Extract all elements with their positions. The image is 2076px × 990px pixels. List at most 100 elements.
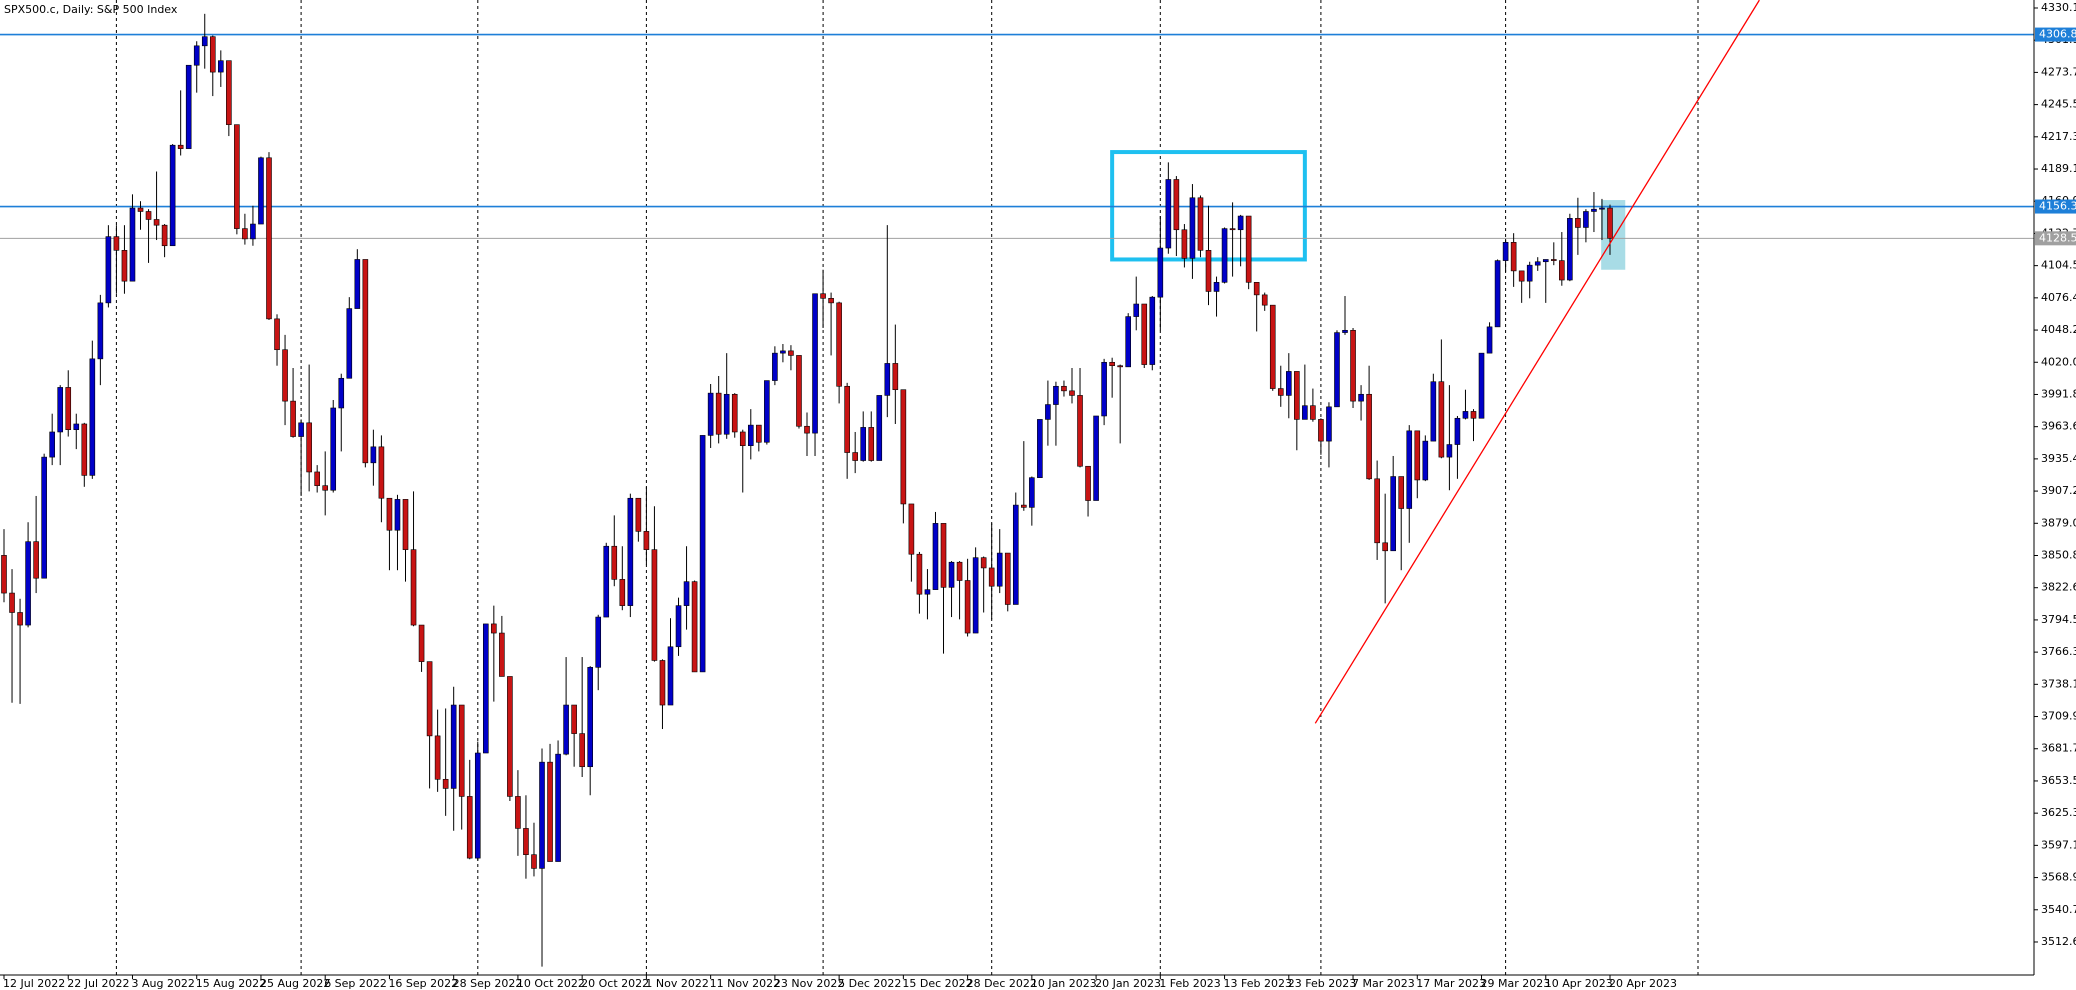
candle-body (627, 497, 634, 606)
y-tick-label: 4048.21 (2041, 323, 2076, 336)
candle-body (804, 425, 810, 434)
candle-body (1502, 242, 1509, 261)
candle-body (667, 646, 674, 706)
candle-body (306, 422, 312, 473)
candle-body (1037, 419, 1043, 478)
candle-body (1269, 304, 1276, 389)
candle-body (1077, 395, 1083, 467)
candle-body (1294, 371, 1300, 420)
level-label-box (2035, 199, 2076, 214)
candle-body (772, 352, 778, 381)
candle-body (1559, 260, 1565, 281)
y-tick-label: 3794.50 (2041, 613, 2076, 626)
candle-body (812, 293, 818, 434)
candle-body (161, 224, 168, 247)
candle-body (916, 553, 923, 595)
candle-body (394, 499, 401, 531)
candle-body (346, 308, 353, 379)
candle-body (523, 828, 529, 855)
y-tick-label: 3822.69 (2041, 581, 2076, 594)
candle-body (876, 395, 883, 461)
y-tick-label: 4104.59 (2041, 259, 2076, 272)
x-tick-label: 6 Sep 2022 (324, 977, 387, 990)
candle-body (410, 549, 417, 626)
candle-body (1591, 208, 1597, 212)
candle-body (1173, 179, 1180, 231)
x-tick-label: 7 Mar 2023 (1352, 977, 1415, 990)
candle-body (956, 561, 963, 581)
candle-body (747, 424, 754, 446)
candle-body (1342, 329, 1348, 333)
candle-body (603, 545, 610, 618)
candle-body (201, 36, 208, 47)
candle-body (1149, 296, 1156, 365)
candle-body (1398, 476, 1405, 509)
level-label: 4306.84 (2039, 28, 2076, 41)
candle-body (892, 363, 899, 391)
candle-body (860, 427, 867, 461)
candle-body (298, 422, 304, 437)
x-tick-label: 20 Jan 2023 (1095, 977, 1161, 990)
candle-body (1382, 542, 1388, 552)
x-tick-label: 11 Nov 2022 (710, 977, 780, 990)
candle-body (137, 207, 144, 212)
level-label-box (2035, 231, 2076, 246)
candle-body (209, 36, 216, 73)
candle-body (1085, 465, 1091, 501)
x-tick-label: 3 Aug 2022 (131, 977, 194, 990)
candle-body (828, 298, 834, 304)
candle-body (1318, 419, 1324, 442)
candle-body (1061, 385, 1067, 392)
x-tick-label: 23 Nov 2022 (774, 977, 844, 990)
candle-body (322, 485, 329, 491)
candle-body (1021, 504, 1027, 508)
candle-body (418, 624, 425, 662)
x-tick-label: 15 Aug 2022 (196, 977, 266, 990)
candle-body (515, 796, 521, 829)
candle-body (9, 592, 15, 613)
candle-body (129, 207, 136, 282)
candle-body (1165, 179, 1172, 249)
candle-body (1237, 215, 1244, 231)
y-tick-label: 4330.11 (2041, 1, 2076, 14)
candle-body (659, 660, 666, 706)
candle-body (218, 60, 224, 73)
candle-body (1101, 361, 1107, 417)
candle-body (1245, 215, 1252, 283)
candle-body (1045, 404, 1051, 420)
candle-body (868, 427, 875, 461)
candle-body (796, 355, 802, 427)
candle-body (41, 456, 47, 579)
candle-body (1567, 218, 1573, 281)
candle-body (226, 60, 232, 125)
candle-body (491, 623, 497, 634)
y-tick-label: 4076.40 (2041, 291, 2076, 304)
candle-body (619, 579, 626, 606)
x-tick-label: 28 Dec 2022 (967, 977, 1037, 990)
y-tick-label: 3963.64 (2041, 420, 2076, 433)
candle-body (836, 302, 842, 387)
candle-body (1406, 430, 1413, 509)
candle-body (1542, 259, 1549, 263)
candle-body (1494, 260, 1501, 328)
candle-body (731, 393, 738, 433)
candle-body (290, 400, 296, 437)
candle-body (764, 380, 770, 443)
y-tick-label: 3879.07 (2041, 516, 2076, 529)
candle-body (402, 499, 409, 550)
x-tick-label: 20 Oct 2022 (581, 977, 649, 990)
candle-body (354, 259, 361, 309)
candle-body (242, 228, 248, 240)
candle-body (121, 250, 128, 282)
candle-body (1141, 303, 1148, 365)
candle-body (1583, 211, 1589, 228)
candle-body (1310, 405, 1316, 420)
candle-body (1550, 259, 1557, 261)
candle-body (458, 704, 465, 797)
candle-body (1599, 207, 1605, 210)
candle-body (49, 431, 55, 458)
candle-body (988, 567, 995, 587)
candle-body (169, 144, 176, 247)
